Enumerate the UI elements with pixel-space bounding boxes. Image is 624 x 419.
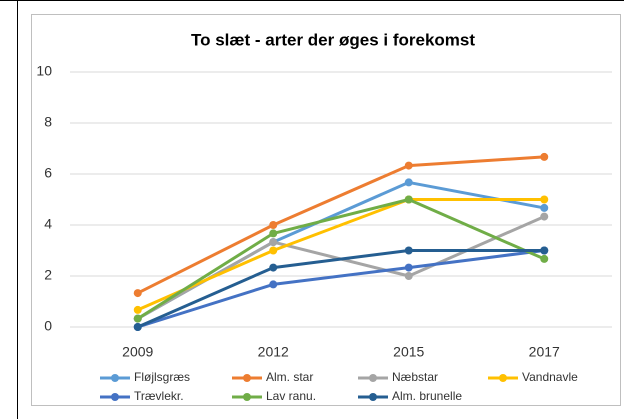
data-point [540,212,549,221]
data-point [269,246,278,255]
legend-marker [243,374,251,382]
legend-marker [243,393,251,401]
data-point [404,263,413,272]
y-tick-label: 0 [44,318,52,334]
y-tick-label: 2 [44,267,52,283]
x-tick-label: 2017 [529,344,560,360]
legend-label: Alm. brunelle [392,389,462,403]
y-tick-label: 4 [44,216,52,232]
y-tick-label: 8 [44,114,52,130]
data-point [269,238,278,247]
data-point [133,305,142,314]
data-point [404,195,413,204]
x-tick-label: 2015 [393,344,424,360]
legend-marker [499,374,507,382]
legend-marker [111,374,119,382]
data-point [404,272,413,280]
legend-marker [111,393,119,401]
data-point [269,229,278,238]
data-point [269,280,278,289]
series-line [136,198,545,320]
data-point [133,314,142,323]
legend-marker [369,374,377,382]
x-tick-label: 2012 [258,344,289,360]
data-point [133,323,142,331]
chart-frame [31,14,621,406]
data-point [540,246,549,255]
data-point [404,178,413,187]
legend-label: Alm. star [266,370,313,384]
data-point [404,246,413,255]
legend-label: Lav ranu. [266,389,316,403]
series-line [137,249,545,329]
legend-label: Fløjlsgræs [134,370,190,384]
legend-label: Næbstar [392,370,438,384]
data-point [133,289,142,298]
data-point [404,161,413,170]
series-line [137,249,545,329]
series-line [137,198,545,312]
data-point [269,221,278,229]
legend-label: Vandnavle [522,370,578,384]
series-line [137,155,545,295]
data-point [540,195,549,204]
chart-title: To slæt - arter der øges i forekomst [191,30,475,49]
legend-marker [369,393,377,401]
y-tick-label: 10 [36,63,52,79]
data-point [269,263,278,272]
legend-label: Trævlekr. [134,389,184,403]
y-tick-label: 6 [44,165,52,181]
data-point [540,152,549,161]
data-point [540,254,549,263]
x-tick-label: 2009 [122,344,153,360]
data-point [540,203,549,212]
